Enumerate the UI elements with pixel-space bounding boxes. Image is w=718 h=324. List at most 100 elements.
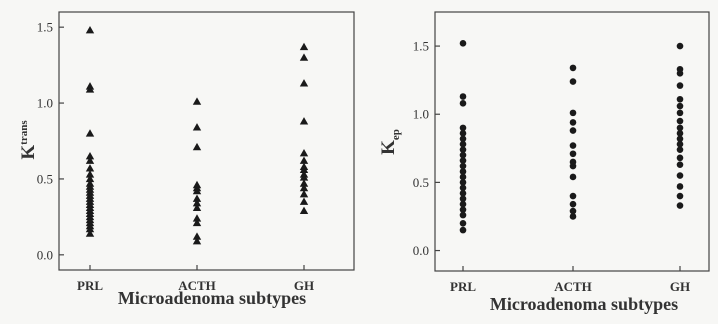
- data-point: [676, 42, 684, 50]
- y-tick-label: 1.5: [413, 39, 429, 54]
- data-point: [676, 135, 684, 143]
- data-point: [676, 102, 684, 110]
- data-point: [459, 200, 467, 208]
- data-point: [299, 206, 309, 215]
- data-point: [676, 140, 684, 148]
- data-point: [192, 218, 202, 227]
- data-point: [459, 211, 467, 219]
- data-point: [676, 109, 684, 117]
- data-point: [299, 156, 309, 164]
- data-point: [192, 123, 202, 131]
- data-point: [459, 157, 467, 164]
- data-point: [192, 232, 202, 240]
- data-point: [676, 95, 684, 103]
- data-point: [192, 194, 202, 202]
- data-point: [459, 162, 467, 170]
- data-point: [85, 224, 95, 233]
- data-point: [676, 183, 684, 190]
- x-category-label: ACTH: [554, 279, 592, 294]
- data-point: [459, 135, 467, 143]
- data-point: [85, 26, 95, 34]
- x-axis-title: Microadenoma subtypes: [490, 294, 678, 314]
- data-point: [676, 124, 684, 132]
- data-point: [459, 173, 467, 181]
- x-category-label: GH: [670, 279, 690, 294]
- data-point: [459, 206, 467, 213]
- data-point: [299, 42, 309, 51]
- data-point: [299, 79, 309, 87]
- data-point: [85, 174, 95, 183]
- data-point: [459, 184, 467, 192]
- data-point: [192, 199, 202, 207]
- y-axis-title: Kep: [378, 129, 402, 155]
- data-point: [192, 203, 202, 211]
- data-point: [459, 226, 467, 234]
- data-point: [676, 202, 684, 209]
- data-point: [676, 172, 684, 179]
- data-point: [676, 161, 684, 168]
- y-axis-title-superscript: trans: [18, 120, 30, 145]
- x-axis-title: Microadenoma subtypes: [118, 288, 306, 308]
- data-point: [299, 189, 309, 198]
- data-point: [569, 200, 577, 208]
- y-tick-label: 1.0: [413, 107, 429, 122]
- data-point: [676, 192, 684, 200]
- y-axis-title-main: K: [378, 140, 399, 155]
- x-category-label: PRL: [450, 279, 476, 294]
- data-point: [676, 82, 684, 89]
- data-point: [299, 173, 309, 181]
- data-point: [569, 127, 577, 134]
- data-point: [459, 100, 467, 107]
- data-point: [569, 173, 577, 181]
- data-point: [299, 179, 309, 187]
- data-point: [459, 168, 467, 175]
- data-point: [676, 130, 684, 137]
- data-point: [676, 70, 684, 77]
- data-point: [85, 85, 95, 93]
- data-point: [85, 156, 95, 164]
- data-point: [569, 78, 577, 85]
- data-point: [569, 150, 577, 158]
- data-point: [85, 129, 95, 137]
- data-point: [299, 117, 309, 125]
- data-point: [192, 97, 202, 105]
- data-point: [676, 146, 684, 153]
- y-tick-label: 0.5: [413, 175, 429, 190]
- data-point: [569, 207, 577, 215]
- data-point: [299, 148, 309, 157]
- data-point: [569, 109, 577, 117]
- data-point: [459, 190, 467, 197]
- kep-panel: 0.0 0.5 1.0 1.5 PRL ACTH GH Kep Microadenoma sub…: [378, 11, 710, 314]
- data-point: [459, 179, 467, 186]
- data-point: [569, 119, 577, 126]
- data-point: [299, 165, 309, 174]
- data-point: [85, 229, 95, 237]
- data-point: [459, 124, 467, 132]
- data-point: [459, 40, 467, 47]
- data-point: [299, 53, 309, 61]
- ktrans-panel: 0.0 0.5 1.0 1.5 PRL ACTH GH Ktrans Microadenoma …: [18, 11, 355, 308]
- data-point: [85, 164, 95, 172]
- data-point: [459, 93, 467, 100]
- y-tick-label: 1.5: [37, 20, 53, 35]
- data-point: [459, 219, 467, 227]
- x-category-label: GH: [294, 278, 314, 293]
- y-tick-label: 0.0: [413, 243, 429, 258]
- data-point: [85, 170, 95, 178]
- data-point: [459, 140, 467, 148]
- data-point: [192, 214, 202, 222]
- data-point: [299, 197, 309, 205]
- y-axis-title-subscript: ep: [390, 129, 402, 140]
- data-point: [85, 151, 95, 160]
- data-point: [676, 117, 684, 125]
- data-point: [192, 186, 202, 195]
- data-point: [569, 142, 577, 149]
- data-point: [676, 154, 684, 162]
- data-point: [569, 64, 577, 72]
- data-point: [569, 162, 577, 170]
- data-point: [192, 236, 202, 245]
- x-category-label: PRL: [77, 278, 103, 293]
- data-point: [569, 192, 577, 200]
